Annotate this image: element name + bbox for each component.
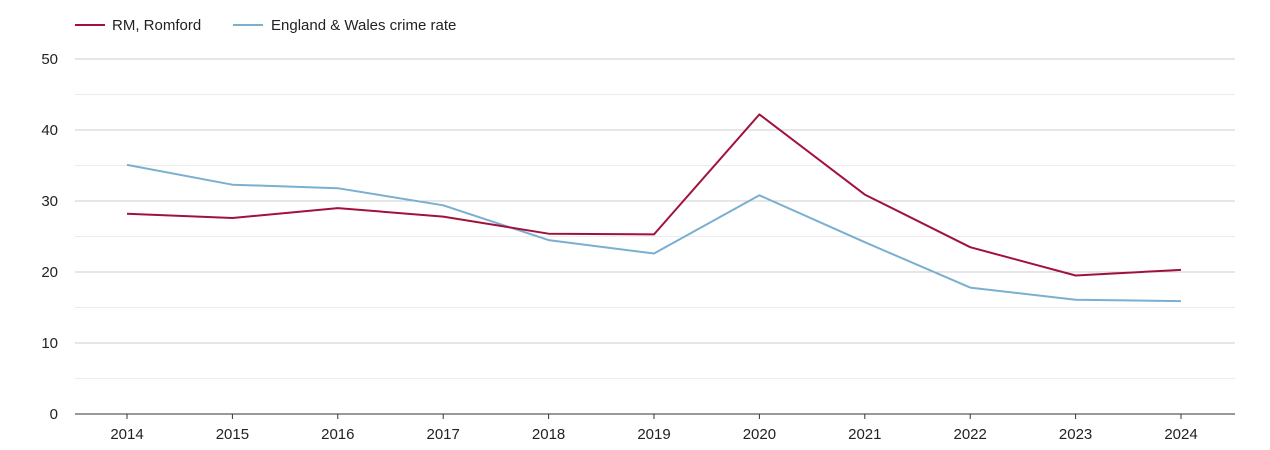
grid-lines: [75, 58, 1235, 379]
x-tick-label: 2020: [743, 426, 776, 443]
y-tick-label: 30: [41, 193, 58, 210]
x-tick-label: 2018: [532, 426, 565, 443]
x-tick-label: 2021: [848, 426, 881, 443]
legend: RM, Romford England & Wales crime rate: [75, 17, 456, 34]
y-tick-label: 10: [41, 335, 58, 352]
y-tick-label: 40: [41, 122, 58, 139]
x-tick-label: 2014: [110, 426, 143, 443]
legend-label-england-wales[interactable]: England & Wales crime rate: [271, 17, 456, 34]
x-tick-label: 2023: [1059, 426, 1092, 443]
x-tick-label: 2016: [321, 426, 354, 443]
x-axis: 2014 2015 2016 2017 2018 2019 2020 2021 2022 2023…: [75, 413, 1235, 443]
series-line-rm-romford[interactable]: [126, 113, 1182, 277]
y-tick-label: 0: [50, 406, 58, 423]
x-tick-label: 2015: [216, 426, 249, 443]
x-tick-label: 2017: [427, 426, 460, 443]
x-tick-label: 2022: [954, 426, 987, 443]
series-line-england-wales[interactable]: [126, 163, 1182, 303]
series-lines: [126, 113, 1182, 303]
y-axis: 0 10 20 30 40 50: [41, 51, 58, 423]
x-tick-label: 2024: [1164, 426, 1197, 443]
legend-label-rm-romford[interactable]: RM, Romford: [112, 17, 201, 34]
y-tick-label: 50: [41, 51, 58, 68]
y-tick-label: 20: [41, 264, 58, 281]
x-tick-label: 2019: [637, 426, 670, 443]
